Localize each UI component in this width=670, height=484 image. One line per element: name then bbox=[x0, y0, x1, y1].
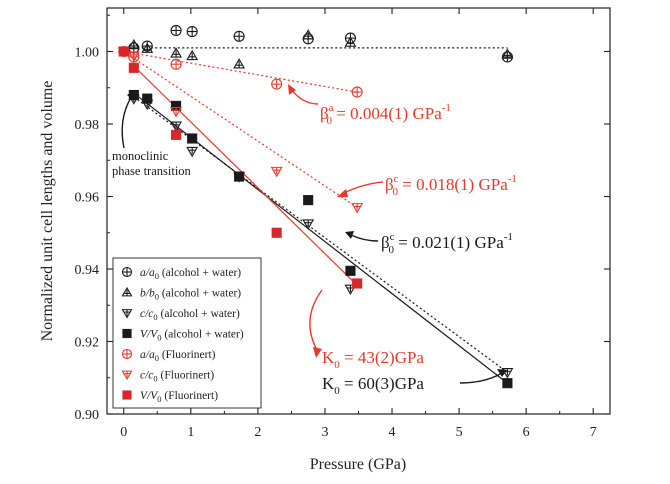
data-point bbox=[270, 166, 283, 178]
arrow-beta-c-black bbox=[350, 234, 379, 242]
x-tick-label: 5 bbox=[456, 425, 463, 440]
x-tick-label: 6 bbox=[523, 425, 530, 440]
arrow-beta-c-red-head bbox=[337, 189, 348, 197]
phase-label: monoclinic phase transition bbox=[112, 149, 192, 178]
y-tick-label: 0.94 bbox=[75, 263, 100, 278]
arrow-beta-c-red bbox=[341, 181, 384, 195]
data-point bbox=[502, 378, 513, 389]
data-point bbox=[127, 38, 140, 50]
x-tick-label: 2 bbox=[254, 425, 261, 440]
data-point bbox=[352, 278, 363, 289]
legend-item: a/a0 (alcohol + water) bbox=[121, 266, 241, 281]
legend-label: V/V0 (alcohol + water) bbox=[140, 329, 244, 343]
x-tick-label: 7 bbox=[590, 425, 597, 440]
legend-marker bbox=[121, 370, 133, 381]
x-axis-title: Pressure (GPa) bbox=[310, 456, 406, 473]
annotation-arrows bbox=[121, 84, 507, 384]
legend-marker bbox=[121, 309, 133, 319]
arrow-k-red-head bbox=[313, 347, 322, 358]
y-tick-label: 0.98 bbox=[75, 118, 100, 133]
data-point bbox=[170, 107, 183, 118]
annotation-beta-a: βa 0 = 0.004(1) GPa-1 bbox=[320, 102, 451, 127]
legend-item: a/a0 (Fluorinert) bbox=[121, 348, 216, 363]
legend-label: c/c0 (alcohol + water) bbox=[140, 308, 240, 322]
legend-marker bbox=[121, 266, 133, 278]
annotation-k-black: K0 = 60(3)GPa bbox=[322, 374, 424, 397]
y-tick-label: 1.00 bbox=[75, 46, 100, 61]
arrow-k-black-head bbox=[497, 369, 507, 377]
fit-line bbox=[123, 51, 358, 208]
legend-label: a/a0 (alcohol + water) bbox=[140, 267, 241, 281]
arrow-k-black bbox=[459, 372, 503, 384]
data-point bbox=[170, 47, 183, 58]
y-tick-label: 0.90 bbox=[75, 408, 100, 423]
x-tick-label: 0 bbox=[120, 425, 127, 440]
legend-items: a/a0 (alcohol + water) b/b0 (alcohol + wa… bbox=[121, 266, 244, 404]
data-point bbox=[271, 227, 282, 238]
legend-marker bbox=[122, 390, 132, 400]
data-point bbox=[170, 24, 182, 37]
legend-marker bbox=[121, 348, 133, 360]
annotation-beta-c-red: βc 0 = 0.018(1) GPa-1 bbox=[385, 173, 517, 198]
data-point bbox=[170, 58, 182, 70]
x-tick-label: 3 bbox=[321, 425, 328, 440]
fit-line bbox=[123, 50, 358, 93]
annotation-beta-c-black: βc 0 = 0.021(1) GPa-1 bbox=[381, 231, 513, 256]
data-point bbox=[233, 30, 245, 42]
data-point bbox=[303, 195, 314, 206]
y-axis-title: Normalized unit cell lengths and volume bbox=[39, 81, 56, 342]
data-point bbox=[271, 78, 283, 90]
legend-label: a/a0 (Fluorinert) bbox=[140, 349, 216, 363]
legend-marker bbox=[122, 328, 132, 339]
data-point bbox=[351, 203, 364, 214]
x-tick-label: 1 bbox=[187, 425, 194, 440]
arrow-phase bbox=[121, 95, 133, 149]
data-point bbox=[142, 93, 153, 104]
y-tick-label: 0.92 bbox=[75, 336, 100, 351]
data-point bbox=[186, 49, 199, 61]
data-point bbox=[234, 171, 245, 182]
data-point bbox=[187, 133, 198, 144]
arrow-k-red bbox=[309, 289, 323, 353]
data-point bbox=[141, 42, 154, 53]
legend-label: c/c0 (Fluorinert) bbox=[140, 370, 214, 384]
legend-item: c/c0 (alcohol + water) bbox=[121, 308, 240, 322]
data-point bbox=[344, 36, 357, 47]
data-point bbox=[233, 58, 246, 69]
data-point bbox=[171, 129, 182, 140]
data-point bbox=[186, 146, 199, 158]
legend-item: b/b0 (alcohol + water) bbox=[121, 286, 241, 302]
phase-label-line-1: monoclinic bbox=[112, 149, 169, 163]
data-point bbox=[501, 48, 514, 59]
data-point bbox=[127, 51, 140, 62]
phase-label-line-2: phase transition bbox=[112, 164, 192, 178]
legend-marker bbox=[121, 286, 133, 297]
arrow-phase-head bbox=[127, 90, 136, 100]
legend: a/a0 (alcohol + water) b/b0 (alcohol + wa… bbox=[112, 257, 262, 409]
data-point bbox=[345, 265, 356, 276]
data-point bbox=[186, 26, 198, 38]
legend-box bbox=[112, 257, 262, 409]
legend-item: V/V0 (alcohol + water) bbox=[122, 328, 244, 343]
data-point bbox=[128, 62, 139, 73]
data-point bbox=[302, 219, 315, 230]
legend-label: b/b0 (alcohol + water) bbox=[140, 288, 241, 302]
data-point bbox=[351, 86, 363, 98]
legend-item: c/c0 (Fluorinert) bbox=[121, 370, 214, 384]
y-tick-label: 0.96 bbox=[75, 191, 100, 206]
annotation-k-red: K0 = 43(2)GPa bbox=[322, 348, 424, 371]
data-point bbox=[118, 46, 129, 57]
data-point bbox=[302, 29, 315, 40]
axes: 0 1 2 3 4 5 6 7 0.90 0.92 0.94 0.96 0.98 1.00 bbox=[75, 8, 610, 440]
x-tick-label: 4 bbox=[389, 425, 396, 440]
legend-item: V/V0 (Fluorinert) bbox=[122, 390, 218, 404]
data-point bbox=[170, 121, 183, 132]
arrow-beta-c-black-head bbox=[345, 231, 354, 239]
arrow-beta-a-head bbox=[288, 84, 296, 95]
legend-label: V/V0 (Fluorinert) bbox=[140, 390, 218, 404]
